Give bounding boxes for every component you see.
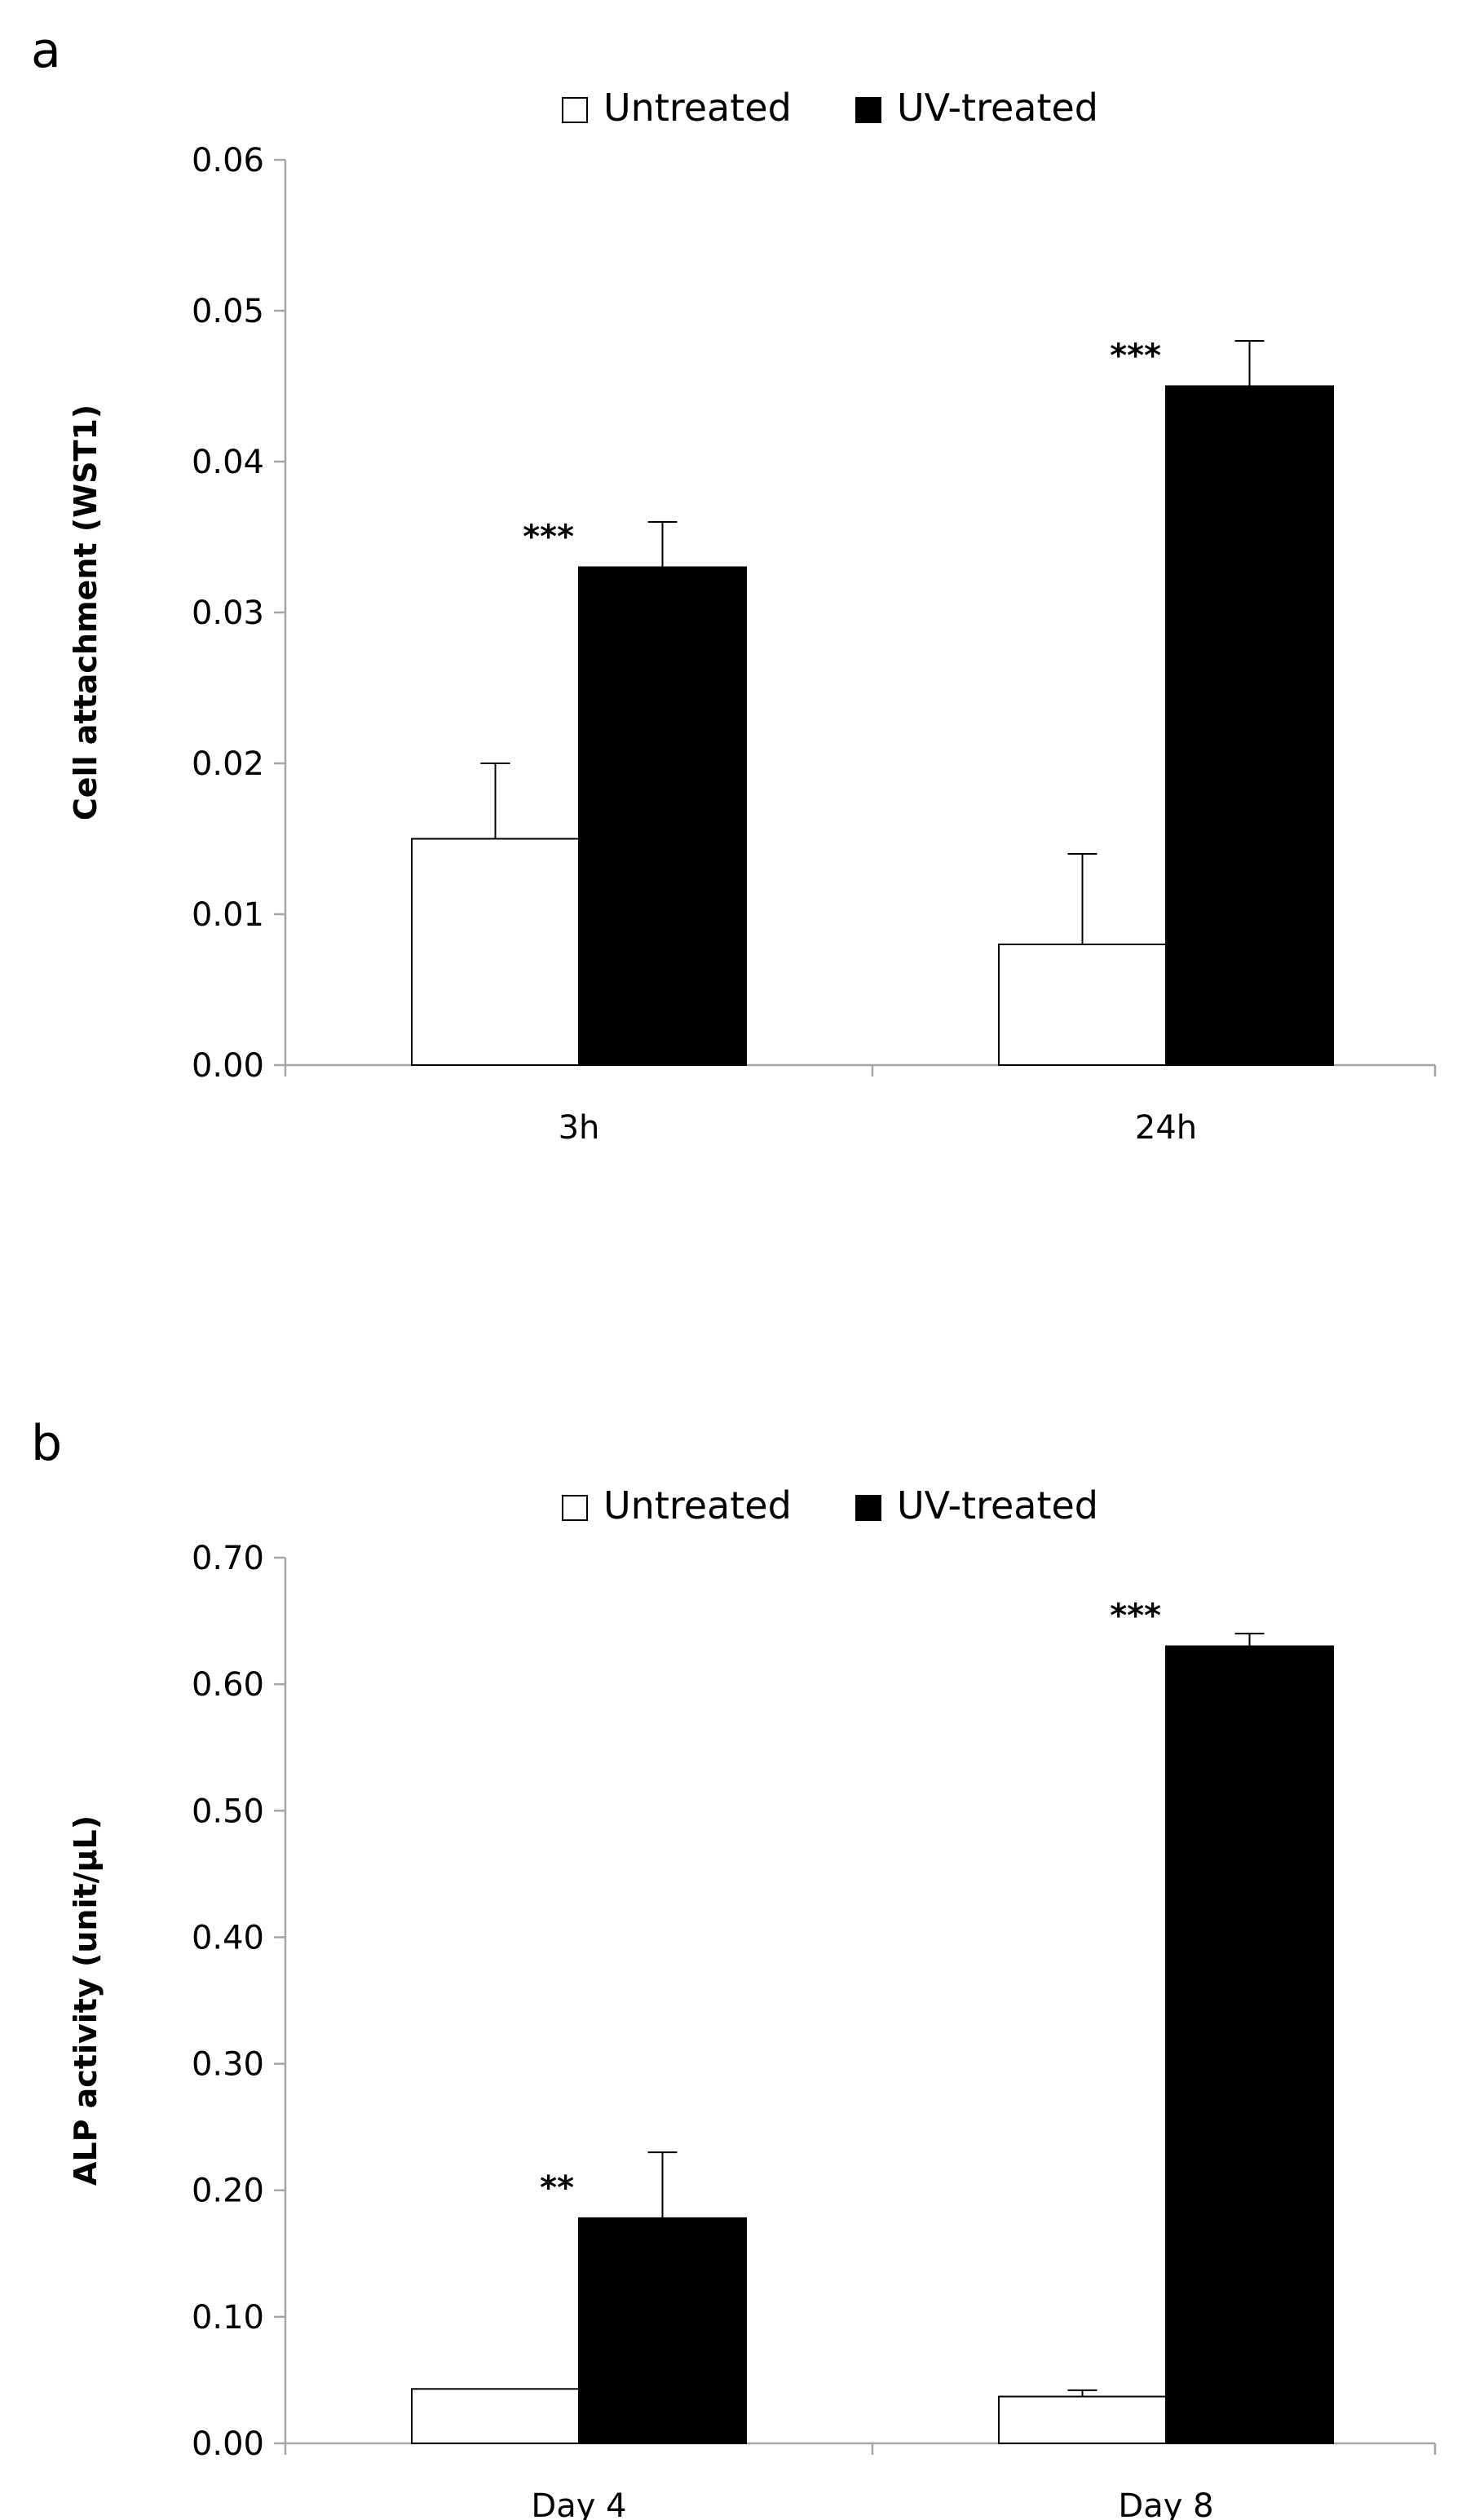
bar-untreated-3h [411,838,580,1066]
y-tick-label: 0.70 [192,1540,264,1577]
legend: Untreated UV-treated [562,1483,1098,1527]
bar-uv-treated-day-4 [578,2217,747,2444]
y-tick-label: 0.05 [192,293,264,330]
legend-label-untreated: Untreated [603,86,792,130]
y-tick-label: 0.10 [192,2299,264,2337]
legend-swatch-uv-treated [855,97,881,123]
legend-label-uv-treated: UV-treated [897,1483,1098,1527]
y-axis-label: ALP activity (unit/μL) [68,1815,104,2186]
chart-panel-b: b Untreated UV-treated 0.00 0.10 0.20 0.30 0.40… [31,1415,1437,2520]
x-category-label: 3h [559,1109,600,1147]
bar-untreated-day-8 [998,2395,1167,2445]
y-tick-label: 0.01 [192,896,264,934]
y-tick-label: 0.06 [192,142,264,179]
bar-uv-treated-3h [578,566,747,1066]
panels: a Untreated UV-treated 0.00 0.01 0.02 0.03 0.04… [31,22,1437,2520]
y-tick-label: 0.02 [192,745,264,783]
legend-swatch-untreated [562,1495,588,1521]
significance-mark: *** [523,519,574,556]
panel-letter: a [31,22,61,79]
y-axis-label: Cell attachment (WST1) [68,405,104,820]
x-category-label: Day 4 [531,2487,626,2520]
x-category-label: 24h [1135,1109,1197,1147]
bar-uv-treated-day-8 [1165,1645,1334,2444]
y-tick-label: 0.03 [192,595,264,632]
y-tick-label: 0.30 [192,2046,264,2084]
legend-swatch-untreated [562,97,588,123]
y-tick-label: 0.40 [192,1919,264,1956]
bar-uv-treated-24h [1165,385,1334,1066]
y-tick-label: 0.00 [192,2425,264,2463]
y-tick-label: 0.60 [192,1666,264,1704]
chart-panel-a: a Untreated UV-treated 0.00 0.01 0.02 0.03 0.04… [31,22,1437,1147]
y-tick-label: 0.04 [192,444,264,481]
x-category-label: Day 8 [1118,2487,1213,2520]
legend-label-uv-treated: UV-treated [897,86,1098,130]
y-tick-label: 0.00 [192,1047,264,1085]
significance-mark: ** [540,2169,574,2207]
bar-untreated-day-4 [411,2388,580,2444]
legend-label-untreated: Untreated [603,1483,792,1527]
y-tick-label: 0.20 [192,2173,264,2210]
legend-swatch-uv-treated [855,1495,881,1521]
panel-letter: b [31,1415,62,1472]
y-tick-label: 0.50 [192,1793,264,1830]
legend: Untreated UV-treated [562,86,1098,130]
significance-mark: *** [1110,338,1161,375]
bar-untreated-24h [998,944,1167,1066]
significance-mark: *** [1110,1598,1161,1635]
